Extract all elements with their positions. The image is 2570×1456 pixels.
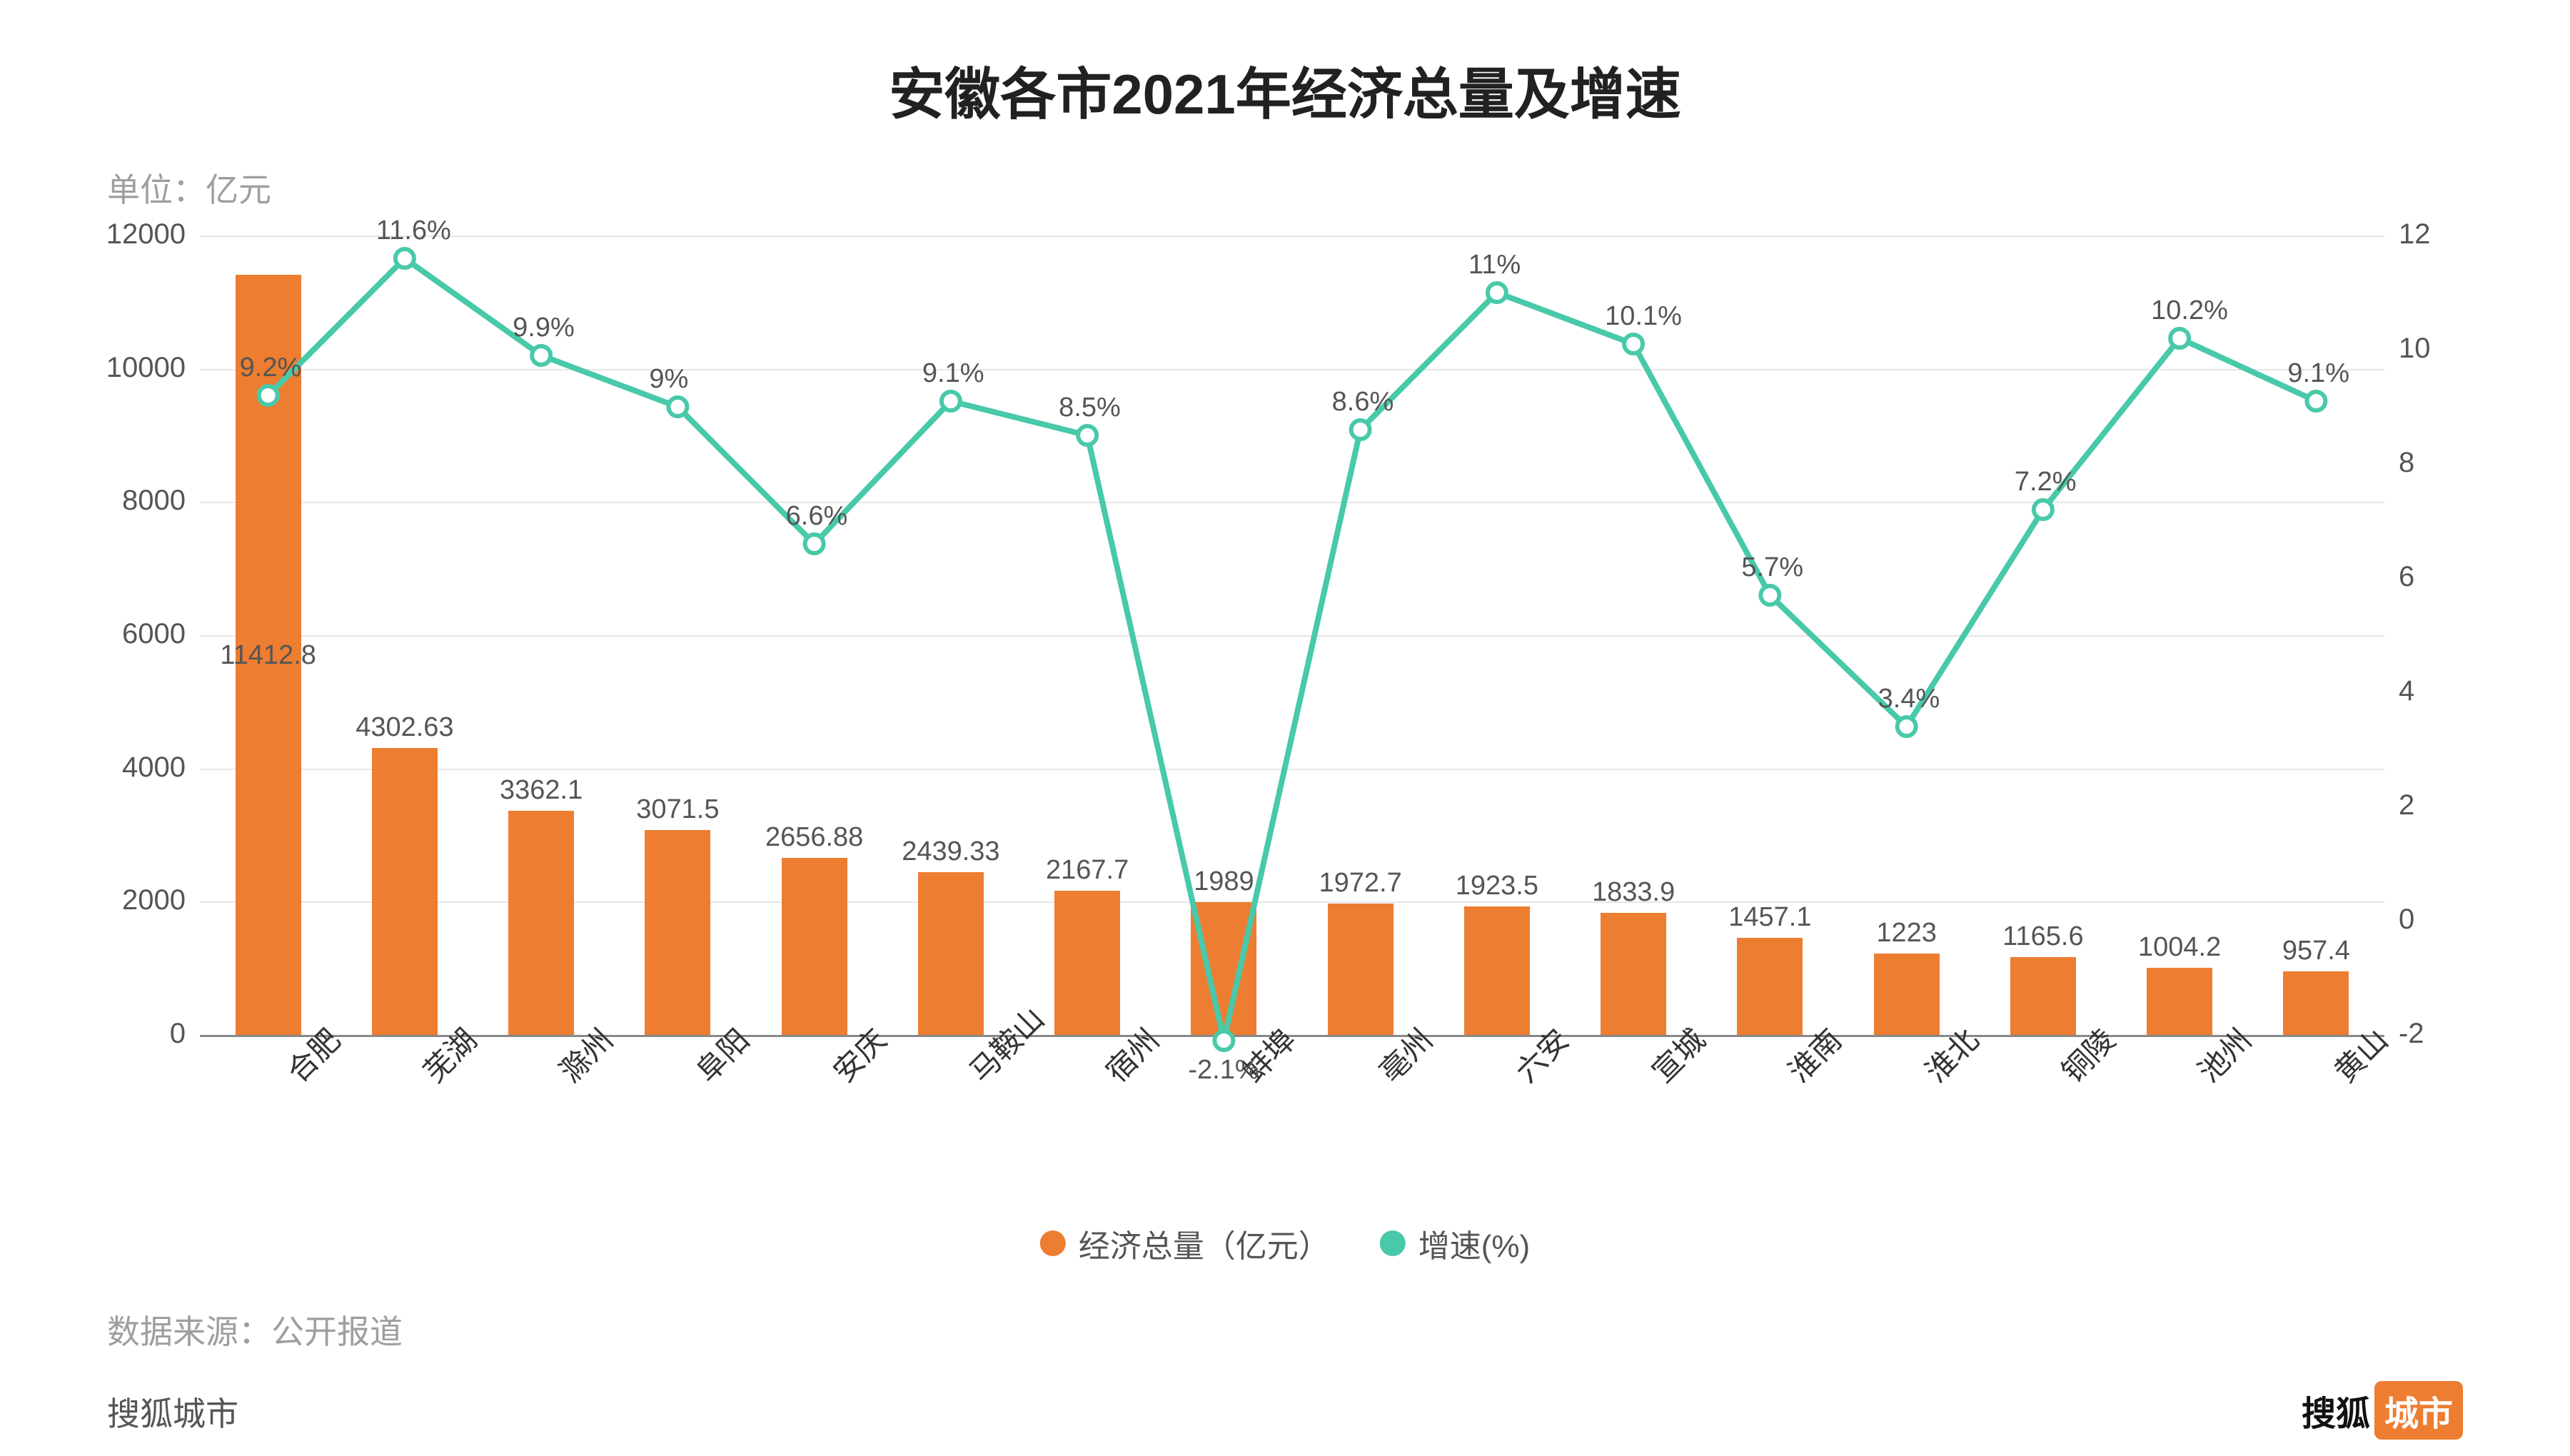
brand-logo: 搜狐 城市: [2302, 1381, 2463, 1440]
legend-dot-icon: [1040, 1230, 1066, 1256]
y-right-tick: 6: [2399, 561, 2414, 593]
y-right-tick: 10: [2399, 333, 2431, 365]
line-value-label: 9.2%: [240, 353, 302, 383]
legend-label: 经济总量（亿元）: [1079, 1220, 1330, 1266]
line-value-label: 11%: [1468, 250, 1521, 280]
legend: 经济总量（亿元） 增速(%): [1040, 1220, 1530, 1266]
line-value-label: 6.6%: [786, 501, 848, 532]
legend-item: 增速(%): [1380, 1220, 1530, 1266]
data-source-label: 数据来源：公开报道: [107, 1306, 403, 1353]
y-right-tick: 8: [2399, 447, 2414, 479]
line-value-label: 3.4%: [1878, 684, 1940, 714]
line-value-label: 9.9%: [513, 313, 575, 343]
y-left-tick: 2000: [93, 884, 186, 916]
line-value-label: 9.1%: [2287, 358, 2349, 389]
line-value-label: 9%: [649, 364, 688, 395]
y-left-tick: 4000: [93, 752, 186, 784]
y-left-tick: 10000: [93, 352, 186, 384]
y-right-tick: 2: [2399, 789, 2414, 821]
line-value-label: 5.7%: [1741, 552, 1803, 583]
brand-text: 搜狐城市: [107, 1388, 238, 1435]
legend-label: 增速(%): [1418, 1220, 1530, 1266]
chart-title: 安徽各市2021年经济总量及增速: [0, 50, 2570, 130]
brand-logo-chip: 城市: [2374, 1381, 2463, 1440]
growth-line: [200, 236, 2384, 1035]
line-value-label: 7.2%: [2015, 467, 2077, 497]
line-value-label: 11.6%: [376, 216, 451, 246]
line-value-label: 8.5%: [1059, 393, 1121, 423]
legend-dot-icon: [1380, 1230, 1406, 1256]
y-left-tick: 8000: [93, 485, 186, 517]
line-value-label: 9.1%: [922, 358, 984, 389]
y-right-tick: 4: [2399, 675, 2414, 707]
y-left-tick: 0: [93, 1018, 186, 1050]
line-value-label: 10.1%: [1605, 301, 1682, 332]
line-value-label: 8.6%: [1332, 387, 1394, 418]
unit-label: 单位：亿元: [107, 164, 271, 211]
y-right-tick: -2: [2399, 1018, 2424, 1050]
y-left-tick: 6000: [93, 618, 186, 650]
brand-logo-text: 搜狐: [2302, 1385, 2370, 1435]
line-value-label: 10.2%: [2151, 295, 2228, 326]
chart-area: 020004000600080001000012000-202468101211…: [200, 236, 2384, 1035]
y-right-tick: 0: [2399, 904, 2414, 936]
line-value-label: -2.1%: [1188, 1055, 1259, 1086]
y-right-tick: 12: [2399, 218, 2431, 251]
legend-item: 经济总量（亿元）: [1040, 1220, 1330, 1266]
y-left-tick: 12000: [93, 218, 186, 251]
